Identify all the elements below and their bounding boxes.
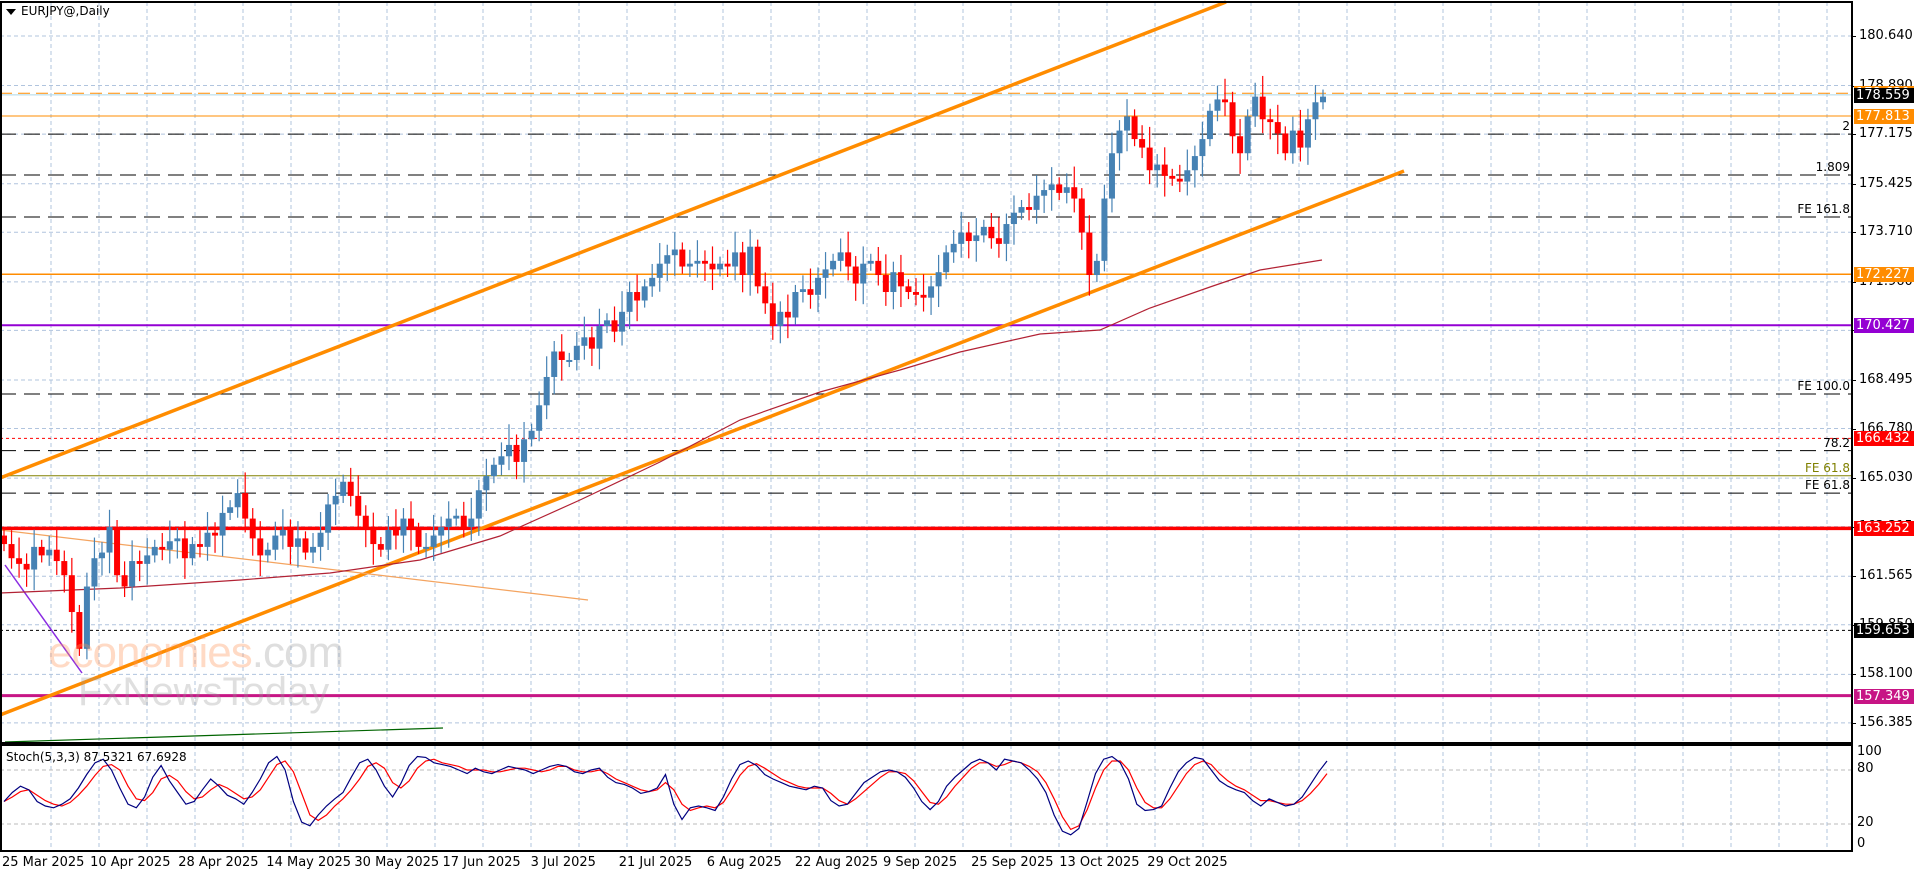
date-tick: 25 Sep 2025 — [971, 855, 1054, 870]
price-level-tag: 163.252 — [1854, 521, 1914, 537]
stoch-tick: 100 — [1857, 744, 1882, 759]
date-tick: 10 Apr 2025 — [90, 855, 171, 870]
candlesticks — [1, 75, 1326, 660]
date-tick: 25 Mar 2025 — [2, 855, 85, 870]
date-tick: 29 Oct 2025 — [1147, 855, 1228, 870]
fib-level-label: FE 100.0 — [1797, 378, 1850, 393]
price-tick: 168.495 — [1859, 371, 1913, 387]
trendlines — [0, 0, 1405, 743]
fib-level-label: FE 61.8 — [1804, 460, 1850, 475]
date-tick: 6 Aug 2025 — [706, 855, 782, 870]
date-tick: 21 Jul 2025 — [618, 855, 693, 870]
price-level-tag: 178.559 — [1854, 87, 1914, 103]
price-tick: 156.385 — [1859, 714, 1913, 730]
price-tick: 173.710 — [1859, 224, 1913, 240]
pane-frames — [0, 1, 1853, 852]
stoch-tick: 0 — [1857, 836, 1866, 851]
stoch-tick: 80 — [1857, 761, 1874, 776]
stoch-tick: 20 — [1857, 815, 1874, 830]
dropdown-triangle-icon[interactable] — [6, 8, 16, 15]
date-tick: 13 Oct 2025 — [1059, 855, 1140, 870]
price-tick: 165.030 — [1859, 470, 1913, 486]
fib-level-label: FE 161.8 — [1797, 201, 1850, 216]
price-level-tag: 157.349 — [1854, 688, 1914, 704]
date-tick: 9 Sep 2025 — [883, 855, 958, 870]
fib-level-label: 78.2 — [1823, 435, 1850, 450]
grid — [0, 2, 1852, 851]
stochastic-lines — [3, 755, 1328, 836]
price-tick: 177.175 — [1859, 126, 1913, 142]
fib-level-label: 1.809 — [1815, 160, 1850, 175]
price-tick: 161.565 — [1859, 568, 1913, 584]
watermark-fxnewstoday: FxNewsToday — [78, 670, 330, 714]
stochastic-indicator-label: Stoch(5,3,3) 87.5321 67.6928 — [6, 750, 187, 764]
price-level-tag: 166.432 — [1854, 431, 1914, 447]
price-level-tag: 177.813 — [1854, 109, 1914, 125]
price-level-tag: 159.653 — [1854, 623, 1914, 639]
price-tick: 180.640 — [1859, 28, 1913, 43]
chart-title[interactable]: EURJPY@,Daily — [6, 4, 110, 18]
date-tick: 28 Apr 2025 — [178, 855, 259, 870]
date-tick: 30 May 2025 — [354, 855, 440, 870]
date-tick: 14 May 2025 — [266, 855, 352, 870]
watermark-economies: economies.com — [48, 628, 344, 677]
date-tick: 3 Jul 2025 — [530, 855, 596, 870]
price-level-tag: 172.227 — [1854, 267, 1914, 283]
date-tick: 17 Jun 2025 — [442, 855, 521, 870]
price-level-tag: 170.427 — [1854, 318, 1914, 334]
fib-level-label: 2 — [1842, 119, 1850, 134]
date-tick: 22 Aug 2025 — [794, 855, 879, 870]
price-tick: 158.100 — [1859, 666, 1913, 682]
horizontal-levels — [0, 92, 1852, 698]
fib-level-label: FE 61.8 — [1804, 478, 1850, 493]
price-tick: 175.425 — [1859, 175, 1913, 191]
